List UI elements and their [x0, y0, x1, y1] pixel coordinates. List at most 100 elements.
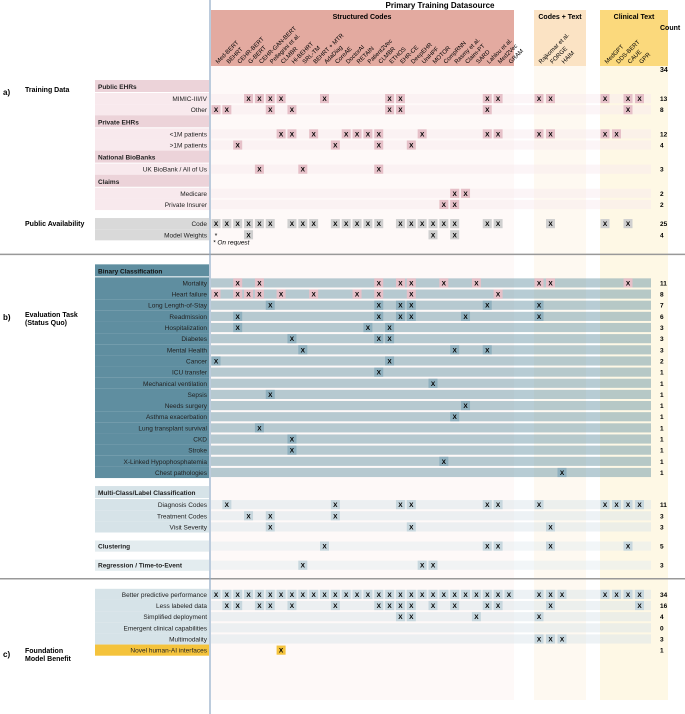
mark-x: X — [322, 96, 327, 103]
mark-x: X — [246, 592, 251, 599]
mark-x: X — [637, 502, 642, 509]
row-label: Regression / Time-to-Event — [98, 563, 183, 570]
mark-cell — [244, 94, 254, 104]
mark-x: X — [431, 232, 436, 239]
mark-cell — [406, 589, 416, 599]
row-band — [211, 289, 651, 299]
mark-cell — [352, 289, 362, 299]
row-label: >1M patients — [170, 143, 208, 150]
row-label: Better predictive performance — [122, 592, 208, 599]
mark-x: X — [377, 370, 382, 377]
row-count: 5 — [660, 544, 664, 551]
row-label: Sepsis — [187, 392, 207, 399]
row-label-bg — [95, 521, 209, 533]
mark-x: X — [311, 221, 316, 228]
group-header-bg — [95, 150, 209, 163]
row-label-bg — [95, 622, 209, 634]
row-count: 3 — [660, 347, 664, 354]
row-label: Medicare — [180, 191, 207, 198]
row-label: Simplified deployment — [143, 614, 207, 621]
mark-cell — [635, 600, 644, 611]
mark-cell — [406, 289, 416, 299]
codes-text-label: Codes + Text — [538, 14, 582, 21]
row-count: 4 — [660, 143, 664, 150]
mark-x: X — [377, 167, 382, 174]
mark-cell — [406, 500, 416, 510]
mark-x: X — [257, 167, 262, 174]
mark-cell — [385, 322, 395, 333]
row-label-bg — [95, 277, 209, 289]
mark-x: X — [485, 221, 490, 228]
mark-cell — [482, 300, 492, 310]
row-count: 3 — [660, 563, 664, 570]
mark-cell — [265, 219, 275, 229]
mark-cell — [222, 589, 232, 599]
mark-cell — [276, 589, 286, 599]
section-c-title-line2: Model Benefit — [25, 656, 72, 663]
mark-cell — [374, 219, 384, 229]
mark-x: X — [548, 524, 553, 531]
mark-x: X — [420, 221, 425, 228]
mark-x: X — [377, 336, 382, 343]
mark-cell — [461, 401, 471, 411]
row-count: 0 — [660, 625, 664, 632]
mark-x: X — [236, 280, 241, 287]
mark-cell — [254, 423, 264, 433]
mark-cell — [320, 589, 329, 599]
mark-x: X — [485, 303, 490, 310]
mark-cell — [406, 522, 416, 532]
mark-cell — [471, 589, 481, 599]
mark-x: X — [537, 636, 542, 643]
mark-cell — [244, 289, 254, 299]
mark-x: X — [225, 502, 230, 509]
mark-cell — [374, 140, 384, 150]
row-band — [211, 389, 651, 399]
row-label-bg — [95, 229, 209, 241]
mark-cell — [450, 589, 460, 599]
mark-cell — [298, 345, 308, 355]
mark-cell — [244, 230, 254, 240]
mark-x: X — [290, 437, 295, 444]
row-count: 3 — [660, 636, 664, 643]
mark-cell — [287, 334, 297, 344]
mark-x: X — [626, 107, 631, 114]
mark-cell — [482, 345, 492, 355]
row-band — [211, 412, 651, 422]
group-header-bg — [95, 264, 209, 277]
row-label: MIMIC-III/IV — [172, 96, 207, 103]
group-header: Binary Classification — [98, 268, 162, 275]
row-label-bg — [95, 644, 209, 656]
row-label-bg — [95, 611, 209, 623]
mark-x: X — [225, 107, 230, 114]
mark-cell — [276, 129, 286, 139]
row-count: 25 — [660, 221, 668, 228]
mark-x: X — [398, 314, 403, 321]
mark-cell — [471, 278, 481, 288]
mark-cell — [352, 129, 362, 139]
mark-cell — [557, 467, 567, 478]
mark-cell — [600, 94, 610, 104]
row-band — [211, 612, 651, 622]
row-label-bg — [95, 377, 209, 389]
mark-cell — [623, 105, 633, 115]
mark-x: X — [398, 221, 403, 228]
section-b-title-line1: Evaluation Task — [25, 312, 78, 319]
mark-cell — [439, 219, 449, 229]
mark-cell — [406, 612, 416, 622]
mark-cell — [534, 278, 544, 288]
mark-cell — [233, 278, 243, 288]
row-label: Private Insurer — [165, 202, 208, 209]
row-label: Multimodality — [169, 636, 208, 643]
mark-x: X — [548, 592, 553, 599]
row-count: 4 — [660, 614, 664, 621]
mark-x: X — [236, 603, 241, 610]
mark-cell — [211, 289, 221, 299]
footnote: * On request — [213, 239, 251, 246]
mark-cell — [534, 129, 544, 139]
mark-x: X — [377, 292, 382, 299]
mark-cell — [385, 334, 395, 344]
mark-x: X — [431, 592, 436, 599]
row-band — [211, 129, 651, 139]
row-label-bg — [95, 344, 209, 356]
mark-x: X — [463, 191, 468, 198]
